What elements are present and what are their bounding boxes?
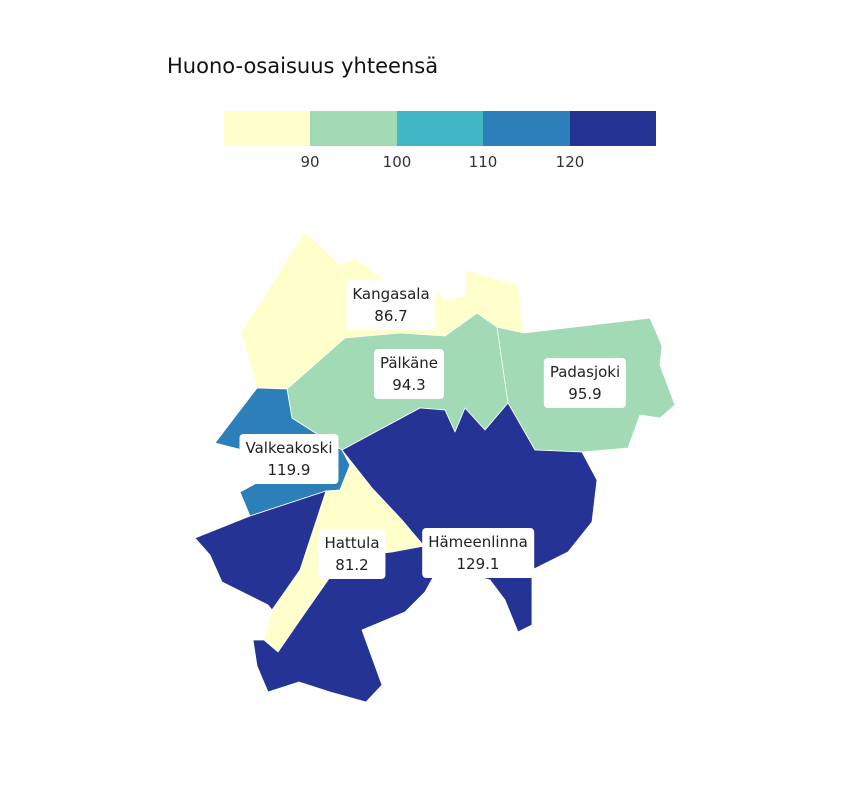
- region-name: Hattula: [324, 534, 380, 552]
- legend-swatch-4: [483, 111, 570, 146]
- legend-title: Huono-osaisuus yhteensä: [167, 54, 439, 78]
- label-kangasala: Kangasala 86.7: [346, 280, 436, 330]
- region-value: 81.2: [335, 556, 369, 574]
- region-value: 129.1: [456, 555, 500, 573]
- label-hattula: Hattula 81.2: [318, 529, 386, 579]
- legend-tick-label: 90: [300, 153, 320, 171]
- legend-swatch-3: [396, 111, 484, 146]
- label-valkeakoski: Valkeakoski 119.9: [239, 434, 339, 484]
- legend-swatch-1: [224, 111, 311, 146]
- label-padasjoki: Padasjoki 95.9: [543, 358, 627, 408]
- legend-tick-label: 100: [382, 153, 412, 171]
- region-value: 119.9: [267, 461, 311, 479]
- region-name: Valkeakoski: [245, 439, 333, 457]
- region-value: 86.7: [374, 307, 408, 325]
- region-name: Hämeenlinna: [428, 533, 528, 551]
- region-name: Padasjoki: [549, 363, 621, 381]
- legend-tick-label: 120: [555, 153, 585, 171]
- region-name: Kangasala: [352, 285, 430, 303]
- legend-swatch-2: [310, 111, 397, 146]
- region-name: Pälkäne: [379, 354, 439, 372]
- region-value: 94.3: [392, 376, 426, 394]
- label-hameenlinna: Hämeenlinna 129.1: [422, 528, 534, 578]
- region-hameenlinna-west[interactable]: [194, 490, 327, 611]
- region-value: 95.9: [568, 385, 602, 403]
- color-legend: [224, 111, 657, 146]
- label-palkane: Pälkäne 94.3: [373, 349, 445, 399]
- legend-swatch-5: [569, 111, 657, 146]
- legend-tick-label: 110: [468, 153, 498, 171]
